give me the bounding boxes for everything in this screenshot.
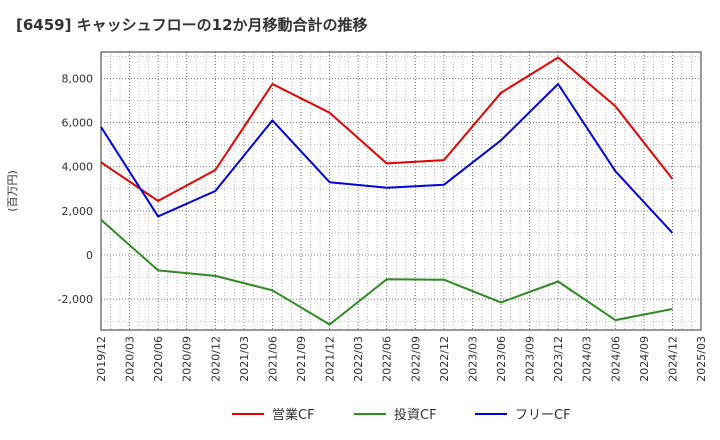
x-tick-label: 2023/06	[495, 336, 508, 382]
x-tick-label: 2025/03	[695, 336, 708, 382]
plot-frame	[100, 51, 702, 331]
x-tick-label: 2021/06	[266, 336, 279, 382]
legend-label: フリーCF	[515, 408, 571, 423]
y-tick-label: 8,000	[62, 72, 94, 85]
x-tick-label: 2024/09	[638, 336, 651, 382]
x-tick-label: 2023/12	[552, 336, 565, 382]
legend-label: 投資CF	[394, 407, 437, 423]
series-line-1	[100, 56, 674, 202]
x-tick-label: 2019/12	[95, 336, 108, 382]
plot-area	[101, 52, 701, 330]
x-tick-label: 2024/03	[581, 336, 594, 382]
chart-title: [6459] キャッシュフローの12か月移動合計の推移	[16, 16, 368, 34]
x-tick-label: 2024/06	[609, 336, 622, 382]
y-tick-label: 0	[86, 249, 93, 262]
legend-label: 営業CF	[272, 407, 315, 423]
x-tick-label: 2021/12	[324, 336, 337, 382]
x-tick-label: 2024/12	[666, 336, 679, 382]
x-tick-label: 2022/12	[438, 336, 451, 382]
x-tick-label: 2020/06	[152, 336, 165, 382]
x-tick-label: 2021/09	[295, 336, 308, 382]
y-axis-label: (百万円)	[6, 170, 19, 212]
y-tick-label: 2,000	[62, 205, 94, 218]
x-tick-label: 2020/12	[209, 336, 222, 382]
x-tick-label: 2022/06	[381, 336, 394, 382]
x-tick-label: 2022/03	[352, 336, 365, 382]
series-line-3	[100, 83, 674, 234]
x-tick-label: 2023/03	[466, 336, 479, 382]
x-tick-label: 2023/09	[524, 336, 537, 382]
y-tick-label: 6,000	[62, 117, 94, 130]
x-tick-label: 2020/09	[181, 336, 194, 382]
x-tick-label: 2021/03	[238, 336, 251, 382]
x-tick-label: 2022/09	[409, 336, 422, 382]
x-tick-label: 2020/03	[124, 336, 137, 382]
series-line-2	[100, 218, 673, 326]
y-tick-label: 4,000	[62, 161, 94, 174]
y-tick-label: -2,000	[58, 293, 93, 306]
